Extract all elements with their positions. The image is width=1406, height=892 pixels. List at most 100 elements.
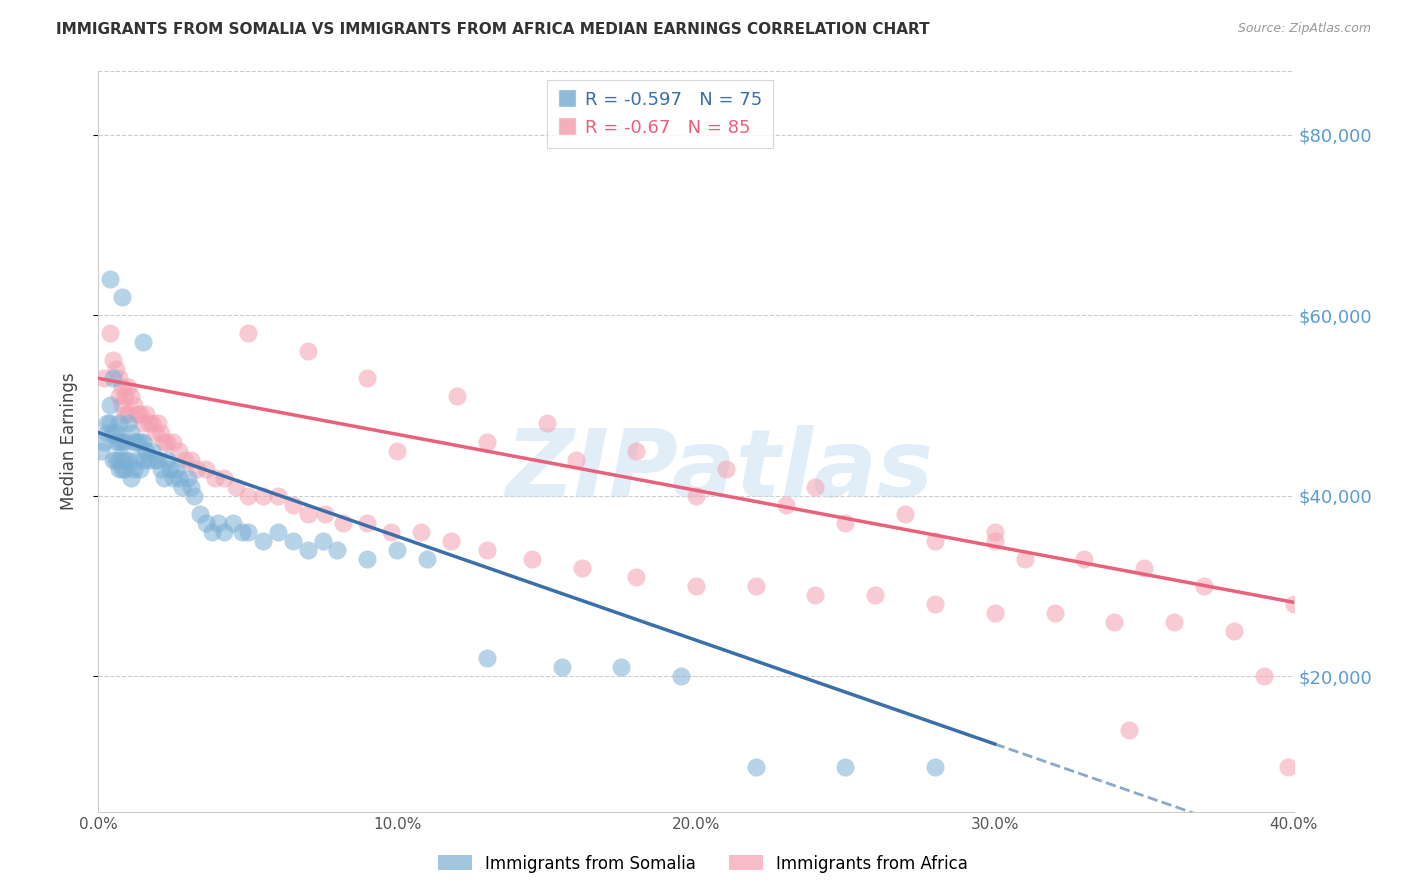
Point bbox=[669, 669, 692, 683]
Point bbox=[1163, 615, 1185, 629]
Point bbox=[129, 434, 152, 449]
Point bbox=[1253, 669, 1275, 683]
Legend: R = -0.597   N = 75, R = -0.67   N = 85: R = -0.597 N = 75, R = -0.67 N = 85 bbox=[547, 80, 773, 147]
Point bbox=[143, 425, 166, 440]
Point bbox=[98, 399, 122, 413]
Point bbox=[775, 498, 797, 512]
Point bbox=[105, 452, 128, 467]
Point bbox=[475, 542, 498, 557]
Point bbox=[626, 570, 648, 584]
Point bbox=[148, 417, 170, 431]
Point bbox=[984, 606, 1007, 620]
Point bbox=[177, 470, 200, 484]
Point bbox=[132, 417, 155, 431]
Point bbox=[108, 389, 131, 403]
Point bbox=[117, 380, 139, 394]
Point bbox=[117, 417, 139, 431]
Point bbox=[626, 443, 648, 458]
Point bbox=[165, 461, 187, 475]
Point bbox=[114, 434, 136, 449]
Point bbox=[120, 470, 142, 484]
Point bbox=[120, 425, 142, 440]
Point bbox=[550, 660, 572, 674]
Point bbox=[162, 434, 184, 449]
Y-axis label: Median Earnings: Median Earnings bbox=[59, 373, 77, 510]
Point bbox=[984, 533, 1007, 548]
Point bbox=[714, 461, 737, 475]
Point bbox=[98, 417, 122, 431]
Point bbox=[222, 516, 245, 530]
Point bbox=[96, 425, 118, 440]
Point bbox=[207, 516, 229, 530]
Point bbox=[120, 389, 142, 403]
Point bbox=[804, 480, 827, 494]
Point bbox=[135, 408, 157, 422]
Point bbox=[745, 759, 768, 773]
Point bbox=[111, 434, 134, 449]
Legend: Immigrants from Somalia, Immigrants from Africa: Immigrants from Somalia, Immigrants from… bbox=[432, 848, 974, 880]
Point bbox=[114, 452, 136, 467]
Point bbox=[114, 408, 136, 422]
Point bbox=[411, 524, 433, 539]
Point bbox=[565, 452, 588, 467]
Point bbox=[111, 290, 134, 304]
Point bbox=[416, 552, 439, 566]
Point bbox=[124, 399, 146, 413]
Point bbox=[225, 480, 247, 494]
Point bbox=[984, 524, 1007, 539]
Point bbox=[475, 651, 498, 665]
Point bbox=[332, 516, 354, 530]
Point bbox=[1223, 624, 1246, 639]
Point bbox=[188, 507, 211, 521]
Point bbox=[315, 507, 337, 521]
Point bbox=[148, 452, 170, 467]
Point bbox=[356, 552, 378, 566]
Point bbox=[610, 660, 633, 674]
Point bbox=[103, 371, 125, 385]
Point bbox=[1118, 723, 1140, 738]
Point bbox=[571, 561, 593, 575]
Point bbox=[440, 533, 463, 548]
Point bbox=[834, 516, 856, 530]
Point bbox=[108, 461, 131, 475]
Point bbox=[1133, 561, 1156, 575]
Point bbox=[129, 461, 152, 475]
Point bbox=[1192, 579, 1215, 593]
Point bbox=[132, 335, 155, 350]
Point bbox=[1014, 552, 1036, 566]
Point bbox=[252, 489, 274, 503]
Point bbox=[111, 380, 134, 394]
Point bbox=[141, 417, 163, 431]
Point bbox=[138, 452, 160, 467]
Point bbox=[201, 524, 224, 539]
Point bbox=[117, 452, 139, 467]
Text: ZIPatlas: ZIPatlas bbox=[506, 425, 934, 517]
Point bbox=[127, 408, 149, 422]
Point bbox=[114, 389, 136, 403]
Point bbox=[536, 417, 558, 431]
Point bbox=[141, 443, 163, 458]
Point bbox=[231, 524, 253, 539]
Text: IMMIGRANTS FROM SOMALIA VS IMMIGRANTS FROM AFRICA MEDIAN EARNINGS CORRELATION CH: IMMIGRANTS FROM SOMALIA VS IMMIGRANTS FR… bbox=[56, 22, 929, 37]
Point bbox=[108, 452, 131, 467]
Point bbox=[98, 326, 122, 341]
Point bbox=[297, 344, 319, 359]
Point bbox=[114, 461, 136, 475]
Point bbox=[183, 489, 205, 503]
Point bbox=[380, 524, 402, 539]
Point bbox=[159, 461, 181, 475]
Point bbox=[894, 507, 917, 521]
Point bbox=[117, 408, 139, 422]
Point bbox=[236, 489, 259, 503]
Point bbox=[745, 579, 768, 593]
Point bbox=[1043, 606, 1066, 620]
Point bbox=[212, 524, 235, 539]
Point bbox=[132, 434, 155, 449]
Point bbox=[111, 452, 134, 467]
Point bbox=[520, 552, 543, 566]
Point bbox=[924, 533, 946, 548]
Point bbox=[162, 470, 184, 484]
Point bbox=[385, 542, 409, 557]
Point bbox=[1073, 552, 1095, 566]
Point bbox=[108, 434, 131, 449]
